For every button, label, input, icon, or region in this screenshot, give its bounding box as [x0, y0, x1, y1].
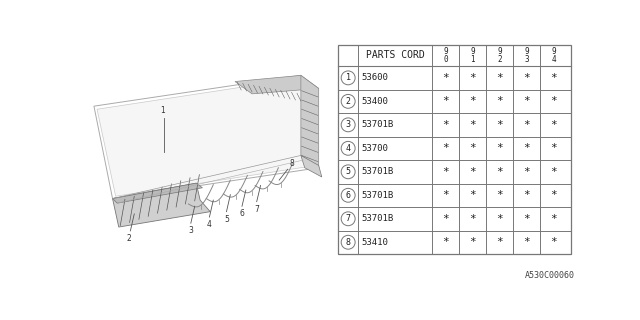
- Text: 53410: 53410: [362, 238, 388, 247]
- Text: *: *: [496, 214, 503, 224]
- Text: *: *: [496, 190, 503, 200]
- Text: *: *: [496, 143, 503, 153]
- Text: *: *: [469, 143, 476, 153]
- Text: 53701B: 53701B: [362, 191, 394, 200]
- Polygon shape: [113, 183, 210, 227]
- Polygon shape: [113, 183, 202, 203]
- Text: *: *: [496, 237, 503, 247]
- Text: 5: 5: [346, 167, 351, 176]
- Text: 53400: 53400: [362, 97, 388, 106]
- Text: *: *: [469, 214, 476, 224]
- Text: 1: 1: [160, 106, 164, 115]
- Text: *: *: [550, 190, 557, 200]
- Text: *: *: [469, 96, 476, 106]
- Polygon shape: [301, 156, 322, 177]
- Bar: [338, 44, 571, 254]
- Text: *: *: [469, 167, 476, 177]
- Text: 9: 9: [524, 47, 529, 56]
- Text: *: *: [550, 143, 557, 153]
- Text: 4: 4: [346, 144, 351, 153]
- Text: *: *: [550, 120, 557, 130]
- Text: 5: 5: [224, 215, 229, 224]
- Text: *: *: [550, 73, 557, 83]
- Text: 9: 9: [497, 47, 502, 56]
- Text: 7: 7: [346, 214, 351, 223]
- Text: 3: 3: [188, 226, 193, 235]
- Text: 53701B: 53701B: [362, 214, 394, 223]
- Text: 53600: 53600: [362, 73, 388, 82]
- Text: *: *: [524, 143, 530, 153]
- Text: 3: 3: [346, 120, 351, 129]
- Text: *: *: [524, 73, 530, 83]
- Text: 1: 1: [346, 73, 351, 82]
- Text: *: *: [442, 143, 449, 153]
- Text: *: *: [550, 96, 557, 106]
- Text: 9: 9: [470, 47, 475, 56]
- Text: *: *: [442, 190, 449, 200]
- Text: 8: 8: [289, 159, 294, 168]
- Text: *: *: [469, 237, 476, 247]
- Text: 2: 2: [346, 97, 351, 106]
- Text: 9: 9: [443, 47, 448, 56]
- Text: 7: 7: [254, 205, 259, 214]
- Text: 8: 8: [346, 238, 351, 247]
- Polygon shape: [301, 75, 319, 168]
- Text: 6: 6: [346, 191, 351, 200]
- Text: *: *: [442, 167, 449, 177]
- Text: *: *: [496, 120, 503, 130]
- Text: *: *: [496, 167, 503, 177]
- Text: 53701B: 53701B: [362, 167, 394, 176]
- Text: *: *: [524, 167, 530, 177]
- Text: *: *: [550, 214, 557, 224]
- Polygon shape: [235, 75, 319, 94]
- Text: *: *: [524, 120, 530, 130]
- Text: 9: 9: [552, 47, 556, 56]
- Text: 2: 2: [127, 234, 131, 243]
- Text: *: *: [496, 73, 503, 83]
- Text: A530C00060: A530C00060: [524, 271, 575, 280]
- Text: *: *: [550, 167, 557, 177]
- Text: *: *: [496, 96, 503, 106]
- Text: 53701B: 53701B: [362, 120, 394, 129]
- Text: 0: 0: [443, 55, 448, 64]
- Text: *: *: [524, 96, 530, 106]
- Text: 4: 4: [207, 220, 212, 229]
- Text: 53700: 53700: [362, 144, 388, 153]
- Text: *: *: [469, 190, 476, 200]
- Text: *: *: [524, 190, 530, 200]
- Text: 1: 1: [470, 55, 475, 64]
- Text: 2: 2: [497, 55, 502, 64]
- Text: *: *: [524, 237, 530, 247]
- Text: *: *: [524, 214, 530, 224]
- Text: *: *: [442, 237, 449, 247]
- Text: *: *: [442, 214, 449, 224]
- Text: 6: 6: [239, 209, 244, 218]
- Text: 4: 4: [552, 55, 556, 64]
- Text: *: *: [469, 73, 476, 83]
- Text: *: *: [442, 120, 449, 130]
- Text: 3: 3: [524, 55, 529, 64]
- Text: *: *: [469, 120, 476, 130]
- Text: *: *: [550, 237, 557, 247]
- Polygon shape: [97, 78, 316, 196]
- Text: PARTS CORD: PARTS CORD: [365, 50, 424, 60]
- Text: *: *: [442, 73, 449, 83]
- Text: *: *: [442, 96, 449, 106]
